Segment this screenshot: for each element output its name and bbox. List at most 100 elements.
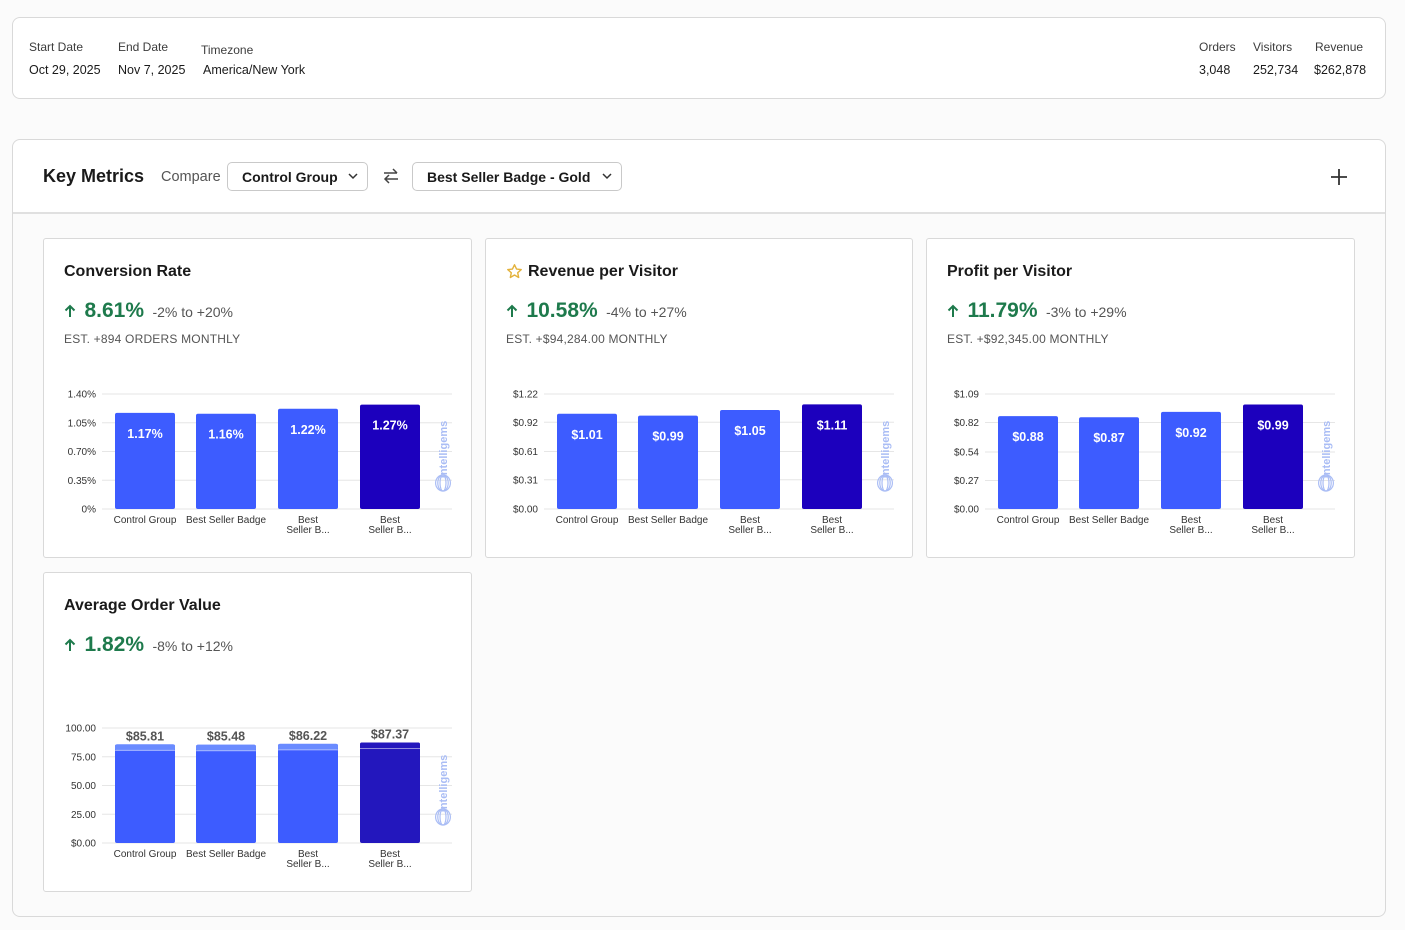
bar-value-label: 1.17% xyxy=(127,427,162,441)
x-category-label: Seller B... xyxy=(368,859,411,870)
bar-chart: 0% 0.35% 0.70% 1.05% 1.40% 1.17% Control Group… xyxy=(68,390,452,536)
swap-arrows-icon[interactable] xyxy=(383,166,399,186)
y-tick-label: 100.00 xyxy=(65,724,96,735)
bar-segment xyxy=(115,744,175,751)
x-category-label: Control Group xyxy=(556,515,619,526)
x-category-label: Best Seller Badge xyxy=(628,515,708,526)
x-category-label: Best xyxy=(298,849,318,860)
x-category-label: Seller B... xyxy=(1251,525,1294,536)
lift-row: 8.61% -2% to +20% xyxy=(64,299,233,323)
y-tick-label: $0.00 xyxy=(513,505,538,516)
start-date-value: Oct 29, 2025 xyxy=(29,63,101,77)
y-tick-label: $0.27 xyxy=(954,476,979,487)
bar xyxy=(1079,417,1139,509)
visitors-value: 252,734 xyxy=(1253,63,1299,77)
logo-ring xyxy=(1318,474,1335,492)
metric-card-profit-per-visitor: Profit per Visitor 11.79% -3% to +29% ES… xyxy=(926,238,1355,558)
compare-right-dropdown[interactable]: Best Seller Badge - Gold xyxy=(412,162,622,191)
bar-segment xyxy=(278,743,338,750)
x-category-label: Seller B... xyxy=(1169,525,1212,536)
bar-value-label: 1.22% xyxy=(290,423,325,437)
bar xyxy=(196,744,256,843)
watermark-text: intelligems xyxy=(1321,421,1333,478)
y-tick-label: $0.82 xyxy=(954,418,979,429)
chevron-down-icon xyxy=(348,173,358,180)
logo-ring xyxy=(877,474,894,492)
timezone-label: Timezone xyxy=(201,43,254,57)
revenue-field: Revenue $262,878 xyxy=(1314,40,1366,77)
x-category-label: Seller B... xyxy=(810,525,853,536)
x-category-label: Seller B... xyxy=(728,525,771,536)
y-tick-label: 25.00 xyxy=(71,810,96,821)
y-tick-label: $0.54 xyxy=(954,448,979,459)
arrow-up-icon xyxy=(947,304,959,317)
x-category-label: Best xyxy=(822,515,842,526)
bar xyxy=(720,410,780,509)
bar-value-label: $1.01 xyxy=(571,428,602,442)
intelligems-logo-icon xyxy=(877,474,894,492)
watermark-text: intelligems xyxy=(438,421,450,478)
logo-ring xyxy=(435,474,452,492)
bar-chart: $0.00 $0.31 $0.61 $0.92 $1.22 $1.01 Control Gr… xyxy=(513,390,894,536)
card-title: Profit per Visitor xyxy=(947,263,1073,280)
watermark-text: intelligems xyxy=(438,755,450,812)
bar-value-label: 1.27% xyxy=(372,419,407,433)
lift-value: 10.58% xyxy=(526,299,598,322)
lift-row: 10.58% -4% to +27% xyxy=(506,299,687,323)
bar xyxy=(1161,411,1221,509)
orders-value: 3,048 xyxy=(1199,63,1231,77)
bar xyxy=(557,413,617,509)
orders-field: Orders 3,048 xyxy=(1199,40,1236,77)
compare-label: Compare xyxy=(161,169,221,185)
y-tick-label: 1.05% xyxy=(68,418,96,429)
lift-row: 1.82% -8% to +12% xyxy=(64,633,233,657)
x-category-label: Control Group xyxy=(997,515,1060,526)
y-tick-label: 0.35% xyxy=(68,476,96,487)
y-tick-label: $1.22 xyxy=(513,390,538,401)
summary-panel: Start Date Oct 29, 2025 End Date Nov 7, … xyxy=(12,17,1386,99)
card-title: Average Order Value xyxy=(64,597,221,614)
bar-value-label: $0.87 xyxy=(1093,431,1124,445)
bar-chart: $0.00 $0.27 $0.54 $0.82 $1.09 $0.88 Control Gr… xyxy=(954,390,1335,536)
y-tick-label: 50.00 xyxy=(71,781,96,792)
bar-value-label: $87.37 xyxy=(371,728,409,742)
bar xyxy=(115,412,175,509)
chevron-down-icon xyxy=(602,173,612,180)
x-category-label: Best xyxy=(298,515,318,526)
x-category-label: Best xyxy=(1181,515,1201,526)
bar-value-label: $0.99 xyxy=(1257,419,1288,433)
bar xyxy=(360,404,420,509)
bar-value-label: $0.92 xyxy=(1175,426,1206,440)
x-category-label: Best xyxy=(740,515,760,526)
lift-value: 1.82% xyxy=(84,633,144,656)
y-tick-label: 75.00 xyxy=(71,752,96,763)
bar-value-label: $0.88 xyxy=(1012,430,1043,444)
card-title: Revenue per Visitor xyxy=(528,263,678,280)
estimate-text: EST. +894 ORDERS MONTHLY xyxy=(64,332,241,346)
y-tick-label: $1.09 xyxy=(954,390,979,401)
star-icon[interactable] xyxy=(506,263,523,280)
y-tick-label: 0.70% xyxy=(68,447,96,458)
compare-left-value: Control Group xyxy=(242,169,338,185)
intelligems-logo-icon xyxy=(1318,474,1335,492)
y-tick-label: 0% xyxy=(82,505,97,516)
visitors-field: Visitors 252,734 xyxy=(1253,40,1298,77)
lift-range: -2% to +20% xyxy=(152,304,234,320)
revenue-label: Revenue xyxy=(1315,40,1364,54)
start-date-field: Start Date Oct 29, 2025 xyxy=(29,40,101,77)
visitors-label: Visitors xyxy=(1253,40,1293,54)
lift-range: -4% to +27% xyxy=(606,304,687,320)
bar xyxy=(1243,404,1303,509)
metric-card-average-order-value: Average Order Value 1.82% -8% to +12% $0… xyxy=(43,572,472,892)
key-metrics-header: Key Metrics Compare Control Group Best S… xyxy=(13,140,1385,214)
plus-icon[interactable] xyxy=(1329,167,1349,187)
intelligems-logo-icon xyxy=(435,808,452,826)
bar-value-label: $86.22 xyxy=(289,729,327,743)
bar-value-label: $0.99 xyxy=(652,430,683,444)
estimate-text: EST. +$94,284.00 MONTHLY xyxy=(506,332,668,346)
bar-chart: $0.00 25.00 50.00 75.00 100.00 $85.81 Control … xyxy=(65,724,452,870)
compare-left-dropdown[interactable]: Control Group xyxy=(227,162,368,191)
x-category-label: Best Seller Badge xyxy=(186,515,266,526)
x-category-label: Control Group xyxy=(114,515,177,526)
bar-segment xyxy=(360,742,420,749)
